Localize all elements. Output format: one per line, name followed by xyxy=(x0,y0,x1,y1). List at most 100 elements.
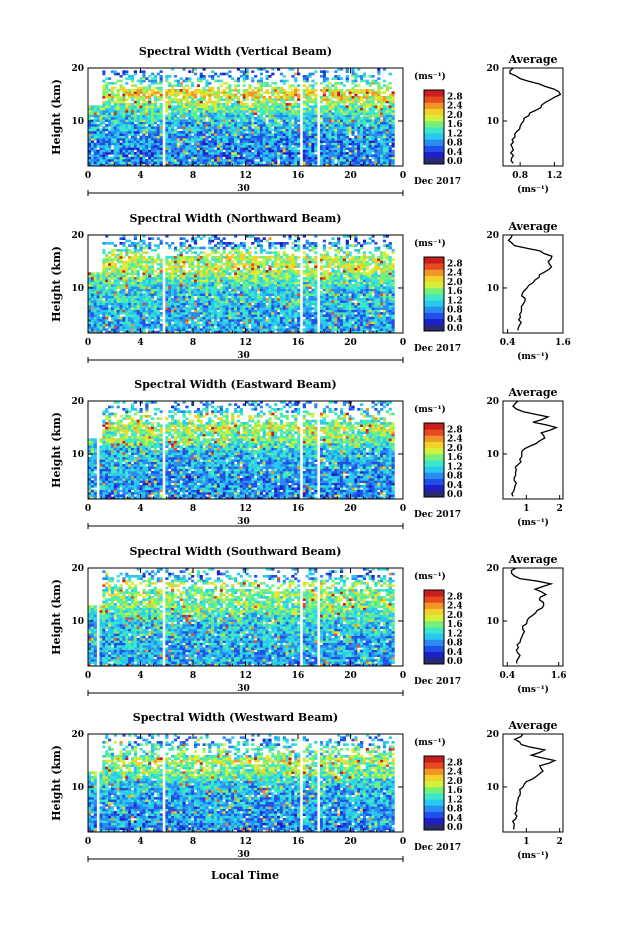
colorbar-swatch xyxy=(424,269,444,276)
profile-x-label: (ms⁻¹) xyxy=(517,850,549,861)
panel-title: Spectral Width (Westward Beam) xyxy=(133,711,338,724)
colorbar-swatch xyxy=(424,312,444,320)
x-tick-label: 0 xyxy=(85,504,91,514)
x-tick-label: 8 xyxy=(190,671,196,681)
x-tick-label: 8 xyxy=(190,171,196,181)
colorbar-unit: (ms⁻¹) xyxy=(414,238,446,249)
colorbar-swatch xyxy=(424,263,444,270)
colorbar-swatch xyxy=(424,294,444,301)
day-label: 30 xyxy=(237,850,250,860)
colorbar-swatch xyxy=(424,657,444,665)
profile-line xyxy=(511,733,557,830)
colorbar-swatch xyxy=(424,602,444,609)
colorbar-swatch xyxy=(424,823,444,831)
colorbar-swatch xyxy=(424,614,444,622)
colorbar-swatch xyxy=(424,811,444,819)
colorbar: 0.00.40.81.21.62.02.42.8 xyxy=(423,589,463,667)
colorbar-frame xyxy=(423,755,445,831)
colorbar-swatch xyxy=(424,453,444,461)
colorbar-tick-label: 1.6 xyxy=(447,453,463,463)
colorbar-tick-label: 2.8 xyxy=(447,592,463,602)
colorbar: 0.00.40.81.21.62.02.42.8 xyxy=(423,89,463,167)
x-tick-label: 12 xyxy=(239,171,252,181)
colorbar-swatch xyxy=(424,466,444,473)
panel-5: Spectral Width (Westward Beam)0 4 8 12 16 20 0… xyxy=(50,711,564,862)
profile-line xyxy=(511,400,559,497)
colorbar-swatch xyxy=(424,133,444,140)
average-profile: Average 20 10 1 2 (ms⁻¹) xyxy=(486,386,564,528)
colorbar-swatch xyxy=(424,608,444,616)
colorbar-tick-label: 0.8 xyxy=(447,472,463,482)
colorbar-swatch xyxy=(424,300,444,307)
x-tick-label: 0 xyxy=(85,671,91,681)
colorbar-swatch xyxy=(424,762,444,769)
colorbar-swatch xyxy=(424,114,444,122)
x-tick-label: 12 xyxy=(239,671,252,681)
y-axis-label: Height (km) xyxy=(50,745,63,821)
heatmap-cells xyxy=(88,401,395,500)
colorbar-swatch xyxy=(424,108,444,116)
colorbar-swatch xyxy=(424,447,444,455)
colorbar-swatch xyxy=(424,472,444,479)
average-profile: Average 20 10 0.4 1.6 (ms⁻¹) xyxy=(486,220,570,362)
colorbar-tick-label: 0.4 xyxy=(447,481,463,491)
colorbar-swatch xyxy=(424,145,444,153)
colorbar-swatch xyxy=(424,151,444,159)
colorbar-swatch xyxy=(424,645,444,653)
panel-1: Spectral Width (Vertical Beam) 0 4 8 12 16 20 0… xyxy=(50,45,564,196)
profile-title: Average xyxy=(507,386,557,399)
profile-x-tick-label: 0.4 xyxy=(499,671,515,681)
colorbar-swatch xyxy=(424,423,444,430)
colorbar-tick-label: 1.2 xyxy=(447,795,463,805)
colorbar-tick-label: 0.0 xyxy=(447,324,463,334)
colorbar-swatch xyxy=(424,157,444,165)
profile-y-tick-label: 20 xyxy=(486,564,499,574)
colorbar-swatch xyxy=(424,306,444,313)
panel-title: Spectral Width (Northward Beam) xyxy=(130,212,342,225)
profile-y-tick-label: 10 xyxy=(486,117,499,127)
colorbar-swatch xyxy=(424,793,444,800)
profile-line xyxy=(510,567,554,664)
colorbar-swatch xyxy=(424,620,444,628)
colorbar-tick-label: 2.8 xyxy=(447,259,463,269)
average-profile: Average 20 10 1 2 (ms⁻¹) xyxy=(486,719,564,861)
panel-4: Spectral Width (Southward Beam) 0 4 8 12 16 20… xyxy=(50,545,567,696)
profile-title: Average xyxy=(507,719,557,732)
colorbar-tick-label: 0.8 xyxy=(447,805,463,815)
heatmap-cells xyxy=(88,235,395,334)
profile-line xyxy=(509,67,562,164)
y-tick-label: 20 xyxy=(71,730,84,740)
x-tick-label: 4 xyxy=(137,171,143,181)
colorbar-swatch xyxy=(424,799,444,806)
x-tick-label: 8 xyxy=(190,837,196,847)
colorbar-swatch xyxy=(424,651,444,659)
colorbar-swatch xyxy=(424,441,444,449)
x-tick-label: 16 xyxy=(292,171,305,181)
x-tick-label: 20 xyxy=(344,338,357,348)
profile-x-tick-label: 2 xyxy=(557,837,563,847)
colorbar-swatch xyxy=(424,768,444,775)
colorbar-frame xyxy=(423,589,445,665)
profile-x-tick-label: 1.6 xyxy=(551,671,567,681)
profile-frame xyxy=(502,733,564,833)
profile-x-tick-label: 2 xyxy=(557,504,563,514)
y-axis-label: Height (km) xyxy=(50,246,63,322)
profile-x-tick-label: 1 xyxy=(523,504,529,514)
x-tick-label: 4 xyxy=(137,338,143,348)
y-tick-label: 20 xyxy=(71,64,84,74)
profile-x-tick-label: 1.6 xyxy=(555,338,571,348)
x-tick-label: 4 xyxy=(137,504,143,514)
profile-frame xyxy=(502,234,564,334)
colorbar-tick-label: 2.0 xyxy=(447,444,463,454)
x-tick-label: 20 xyxy=(344,504,357,514)
colorbar-tick-label: 0.4 xyxy=(447,315,463,325)
heatmap-cells xyxy=(88,568,395,667)
colorbar-tick-label: 2.0 xyxy=(447,777,463,787)
colorbar-swatch xyxy=(424,435,444,442)
colorbar-swatch xyxy=(424,324,444,332)
x-tick-label: 16 xyxy=(292,837,305,847)
x-tick-label: 20 xyxy=(344,171,357,181)
colorbar-swatch xyxy=(424,596,444,603)
profile-y-tick-label: 10 xyxy=(486,617,499,627)
x-tick-label: 16 xyxy=(292,338,305,348)
